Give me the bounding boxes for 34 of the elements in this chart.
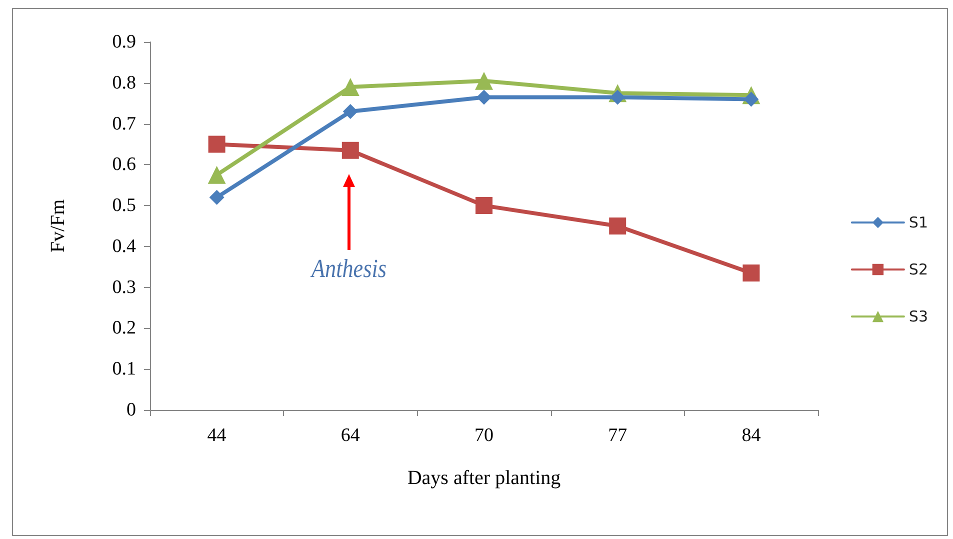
y-tick-label: 0.7 [112,113,136,134]
y-tick-label: 0.5 [112,195,136,216]
point [208,166,226,184]
x-tick-label: 44 [207,425,227,446]
y-tick-label: 0 [126,400,136,420]
y-tick-label: 0.4 [112,236,136,257]
legend-label: S1 [908,214,928,232]
y-axis-title: Fv/Fm [47,198,69,253]
y-tick-label: 0.6 [112,154,136,176]
point [744,92,759,107]
point [475,72,493,90]
y-tick-label: 0.1 [112,358,136,380]
y-tick-label: 0.2 [112,318,136,339]
x-tick-label: 64 [340,425,360,446]
y-tick-label: 0.9 [112,32,136,52]
legend-label: S3 [908,308,928,326]
y-tick-label: 0.8 [112,72,136,94]
y-tick-label: 0.3 [112,276,136,298]
point [609,218,626,234]
point [209,190,224,205]
point [342,104,358,120]
point [208,136,226,153]
point [342,142,359,159]
annotation: Anthesis [312,254,386,284]
point [742,264,760,282]
x-axis-title: Days after planting [407,467,561,489]
point [476,90,492,105]
legend-label: S2 [908,260,928,278]
point [476,197,492,214]
x-tick-label: 77 [608,425,628,446]
x-tick-label: 70 [474,425,494,446]
point [610,90,626,105]
point [341,78,360,96]
x-tick-label: 84 [742,425,762,446]
